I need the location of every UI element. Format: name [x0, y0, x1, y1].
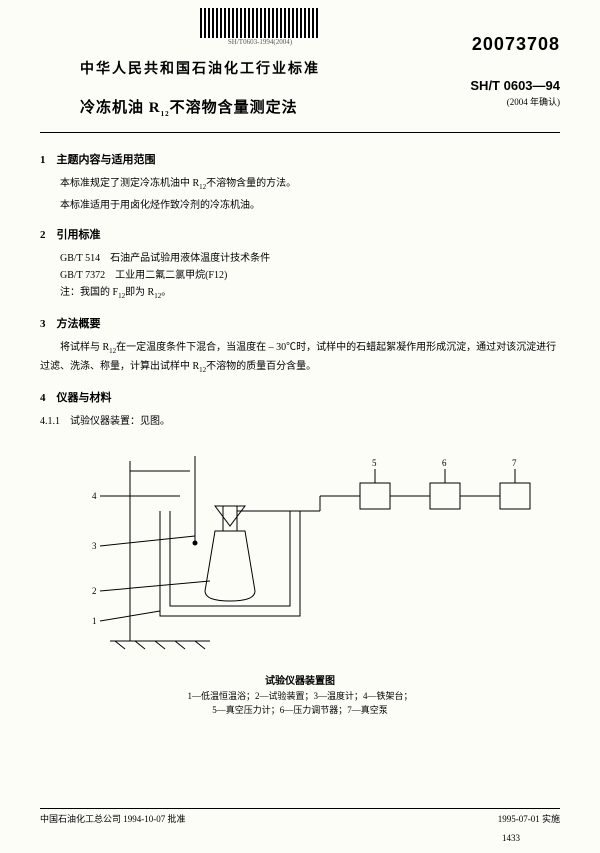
- s3-p: 将试样与 R12在一定温度条件下混合，当温度在 – 30℃时，试样中的石蜡起絮凝…: [40, 339, 560, 377]
- s3-pa: 将试样与 R: [60, 342, 109, 353]
- figure-caption: 试验仪器装置图: [40, 672, 560, 687]
- standard-code: SH/T 0603—94: [470, 78, 560, 93]
- title-post: 不溶物含量测定法: [170, 100, 298, 116]
- s1-p1b: 不溶物含量的方法。: [206, 178, 296, 189]
- s1-p2: 本标准适用于用卤化烃作致冷剂的冷冻机油。: [40, 197, 560, 214]
- label-2: 2: [92, 586, 97, 596]
- s4-sub-text: 试验仪器装置：见图。: [70, 416, 170, 427]
- section-1-head: 1 主题内容与适用范围: [40, 151, 560, 167]
- s2-refs: GB/T 514 石油产品试验用液体温度计技术条件 GB/T 7372 工业用二…: [60, 250, 560, 303]
- rule-top: [40, 132, 560, 133]
- section-4-head: 4 仪器与材料: [40, 389, 560, 405]
- s1-num: 1: [40, 154, 46, 166]
- barcode: [200, 8, 320, 38]
- figure-keys: 1—低温恒温浴；2—试验装置；3—温度计；4—铁架台； 5—真空压力计；6—压力…: [40, 689, 560, 718]
- footer-right: 1995-07-01 实施: [498, 812, 560, 825]
- title-sub: 12: [161, 110, 170, 118]
- note-end: 。: [161, 287, 171, 298]
- ref-note: 注：我国的 F12即为 R12。: [60, 284, 560, 303]
- keys-line1: 1—低温恒温浴；2—试验装置；3—温度计；4—铁架台；: [40, 689, 560, 703]
- section-3-head: 3 方法概要: [40, 315, 560, 331]
- barcode-label: SH/T0603-1994(2004): [200, 38, 320, 46]
- standard-code-block: SH/T 0603—94 (2004 年确认): [470, 78, 560, 108]
- footer: 中国石油化工总公司 1994-10-07 批准 1995-07-01 实施: [40, 808, 560, 825]
- s4-title: 仪器与材料: [57, 392, 112, 404]
- label-3: 3: [92, 541, 97, 551]
- section-2-head: 2 引用标准: [40, 226, 560, 242]
- s2-num: 2: [40, 229, 46, 241]
- title-pre: 冷冻机油 R: [80, 100, 161, 116]
- footer-left: 中国石油化工总公司 1994-10-07 批准: [40, 812, 186, 825]
- label-1: 1: [92, 616, 97, 626]
- note-a: 注：我国的 F: [60, 287, 118, 298]
- s4-num: 4: [40, 392, 46, 404]
- apparatus-diagram: 1 2 3 4 5 6 7: [40, 441, 560, 661]
- s1-p1: 本标准规定了测定冷冻机油中 R12不溶物含量的方法。: [40, 175, 560, 194]
- s2-title: 引用标准: [57, 229, 101, 241]
- s3-title: 方法概要: [57, 318, 101, 330]
- s3-num: 3: [40, 318, 46, 330]
- s4-sub: 4.1.1 试验仪器装置：见图。: [40, 413, 560, 430]
- label-4: 4: [92, 491, 97, 501]
- label-5: 5: [372, 458, 377, 468]
- s3-pc: 不溶物的质量百分含量。: [206, 361, 316, 372]
- stamp-number: 20073708: [472, 34, 560, 55]
- label-7: 7: [512, 458, 517, 468]
- standard-org: 中华人民共和国石油化工行业标准: [80, 58, 560, 78]
- confirm-year: (2004 年确认): [470, 95, 560, 108]
- s1-title: 主题内容与适用范围: [57, 154, 156, 166]
- s4-sub-num: 4.1.1: [40, 416, 60, 427]
- ref-1: GB/T 514 石油产品试验用液体温度计技术条件: [60, 250, 560, 267]
- note-mid: 即为 R: [125, 287, 154, 298]
- note-sub1: 12: [118, 292, 125, 300]
- keys-line2: 5—真空压力计；6—压力调节器；7—真空泵: [40, 703, 560, 717]
- ref-2: GB/T 7372 工业用二氟二氯甲烷(F12): [60, 267, 560, 284]
- page-number: 1433: [502, 833, 520, 843]
- header: 中华人民共和国石油化工行业标准 SH/T 0603—94 (2004 年确认) …: [40, 58, 560, 118]
- document-page: SH/T0603-1994(2004) 20073708 中华人民共和国石油化工…: [0, 0, 600, 853]
- s1-p1a: 本标准规定了测定冷冻机油中 R: [60, 178, 199, 189]
- label-6: 6: [442, 458, 447, 468]
